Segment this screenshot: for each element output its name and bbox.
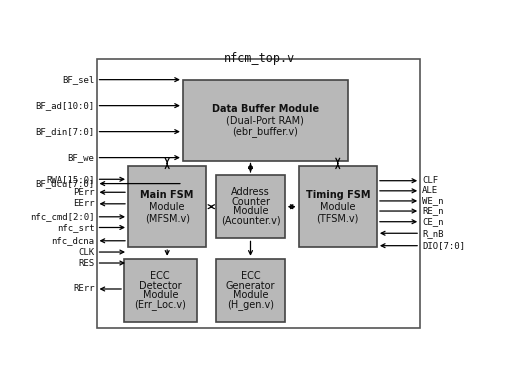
Bar [124, 259, 196, 322]
Bar [128, 166, 206, 247]
Text: RErr: RErr [73, 285, 94, 294]
Text: (H_gen.v): (H_gen.v) [227, 299, 274, 310]
Text: Address: Address [231, 188, 269, 197]
Text: (TFSM.v): (TFSM.v) [316, 213, 358, 223]
Text: Data Buffer Module: Data Buffer Module [211, 104, 318, 114]
Text: nfc_cmd[2:0]: nfc_cmd[2:0] [30, 212, 94, 221]
Text: R_nB: R_nB [421, 229, 443, 238]
Text: Module: Module [149, 202, 184, 212]
Text: (Dual-Port RAM): (Dual-Port RAM) [226, 115, 304, 125]
Text: (Acounter.v): (Acounter.v) [220, 216, 280, 226]
Text: ALE: ALE [421, 186, 437, 195]
Text: Main FSM: Main FSM [140, 190, 193, 200]
Text: BF_dcu[7:0]: BF_dcu[7:0] [35, 179, 94, 188]
Text: nfc_dcna: nfc_dcna [52, 236, 94, 245]
Text: Detector: Detector [139, 280, 181, 291]
Text: Module: Module [232, 290, 268, 300]
Text: ECC: ECC [240, 271, 260, 281]
Text: CLF: CLF [421, 176, 437, 185]
Text: (Err_Loc.v): (Err_Loc.v) [134, 299, 186, 310]
Text: BF_din[7:0]: BF_din[7:0] [35, 127, 94, 136]
Text: Counter: Counter [231, 197, 270, 207]
Text: PErr: PErr [73, 188, 94, 197]
Text: nfcm_top.v: nfcm_top.v [223, 52, 294, 65]
Text: RE_n: RE_n [421, 207, 443, 216]
Bar [216, 175, 284, 238]
Text: Module: Module [142, 290, 178, 300]
Text: (ebr_buffer.v): (ebr_buffer.v) [232, 126, 297, 137]
Bar [298, 166, 376, 247]
Text: ECC: ECC [150, 271, 170, 281]
Text: BF_sel: BF_sel [62, 75, 94, 84]
Bar [182, 80, 347, 160]
Text: BF_ad[10:0]: BF_ad[10:0] [35, 101, 94, 110]
Text: Generator: Generator [225, 280, 275, 291]
Text: DIO[7:0]: DIO[7:0] [421, 241, 464, 250]
Text: Timing FSM: Timing FSM [305, 190, 369, 200]
Text: RES: RES [78, 258, 94, 267]
Text: RWA[15:0]: RWA[15:0] [46, 175, 94, 184]
Text: CE_n: CE_n [421, 217, 443, 226]
Text: BF_we: BF_we [68, 153, 94, 162]
Text: WE_n: WE_n [421, 196, 443, 206]
Text: EErr: EErr [73, 200, 94, 208]
Text: (MFSM.v): (MFSM.v) [144, 213, 189, 223]
Text: Module: Module [232, 207, 268, 216]
Bar [96, 59, 419, 328]
Text: CLK: CLK [78, 248, 94, 256]
Text: nfc_srt: nfc_srt [57, 223, 94, 232]
Text: Module: Module [319, 202, 355, 212]
Bar [216, 259, 284, 322]
